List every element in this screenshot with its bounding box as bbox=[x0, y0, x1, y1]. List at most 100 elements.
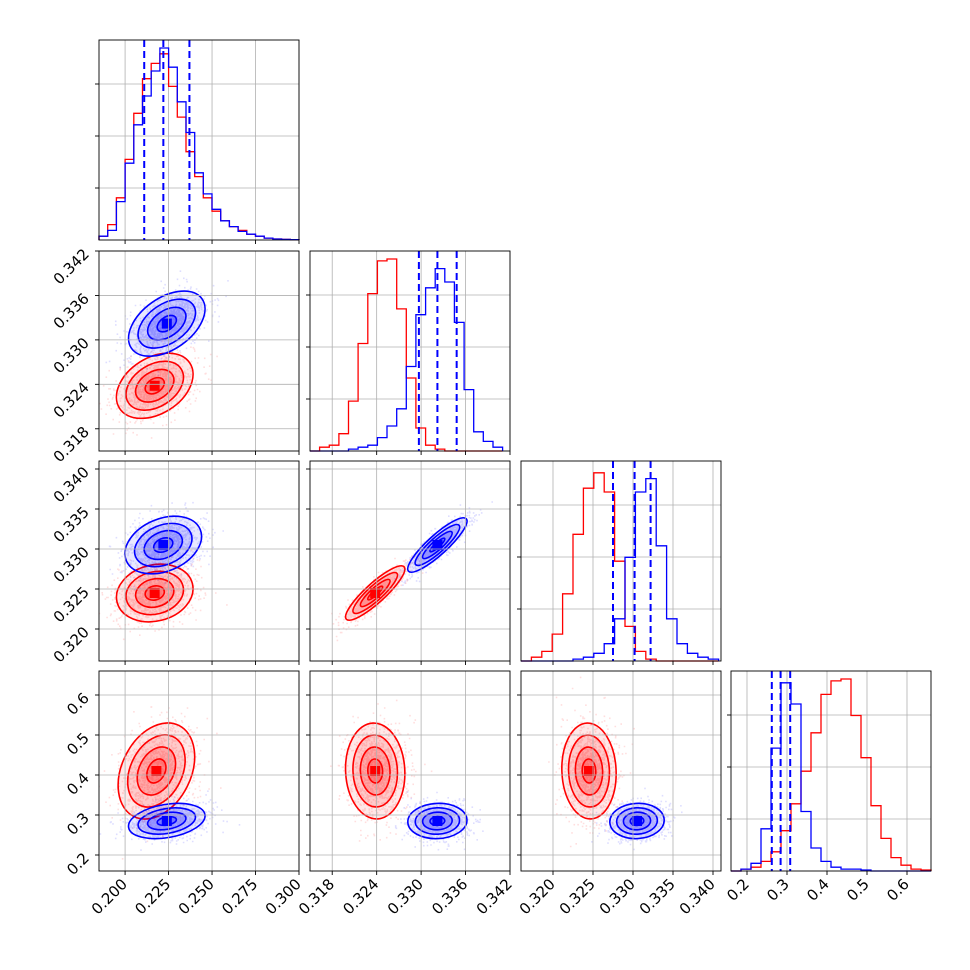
blue-contour bbox=[127, 290, 206, 358]
red-contour bbox=[352, 571, 399, 615]
panel-0-3 bbox=[99, 706, 241, 860]
y-tick-label: 0.318 bbox=[50, 423, 93, 466]
red-samples bbox=[99, 706, 222, 860]
red-peak bbox=[149, 380, 160, 391]
blue-contour bbox=[137, 298, 197, 349]
axes-frame bbox=[730, 670, 932, 872]
grid-lines bbox=[99, 250, 300, 451]
axes-frame bbox=[98, 670, 300, 872]
red-contour bbox=[115, 352, 194, 420]
grid-lines bbox=[731, 671, 931, 871]
red-samples bbox=[99, 339, 218, 439]
x-tick-label: 0.275 bbox=[218, 875, 261, 918]
grid-lines bbox=[310, 671, 511, 871]
red-contour bbox=[344, 722, 406, 820]
x-tick-label: 0.330 bbox=[384, 875, 427, 918]
x-tick-label: 0.250 bbox=[175, 875, 218, 918]
y-tick-label: 0.3 bbox=[63, 809, 93, 839]
y-tick-label: 0.320 bbox=[50, 623, 93, 666]
red-histogram bbox=[731, 678, 932, 872]
blue-contour bbox=[421, 811, 453, 831]
red-contour bbox=[125, 360, 185, 412]
axes-frame bbox=[309, 670, 511, 872]
panel-1-3 bbox=[330, 699, 484, 851]
y-tick-label: 0.325 bbox=[50, 583, 93, 626]
x-tick-label: 0.330 bbox=[596, 875, 639, 918]
y-tick-label: 0.335 bbox=[50, 503, 93, 546]
y-tick-label: 0.336 bbox=[50, 290, 93, 333]
x-tick-label: 0.340 bbox=[676, 875, 719, 918]
grid-lines bbox=[99, 40, 300, 240]
x-tick-label: 0.2 bbox=[723, 875, 753, 905]
x-tick-label: 0.324 bbox=[339, 875, 382, 918]
blue-samples bbox=[105, 270, 229, 376]
panel-0-2 bbox=[99, 501, 228, 641]
red-contour bbox=[126, 734, 186, 808]
blue-contour bbox=[414, 523, 461, 567]
red-samples bbox=[330, 699, 433, 842]
x-tick-label: 0.200 bbox=[88, 875, 131, 918]
blue-contour bbox=[429, 815, 446, 827]
grid-lines bbox=[310, 251, 511, 451]
x-tick-label: 0.342 bbox=[473, 875, 516, 918]
axes-frame bbox=[98, 39, 300, 241]
axes-frame bbox=[98, 460, 300, 662]
y-tick-label: 0.342 bbox=[50, 245, 93, 288]
blue-peak bbox=[432, 540, 443, 550]
grid-lines bbox=[99, 671, 300, 871]
blue-contour bbox=[615, 806, 659, 836]
x-tick-label: 0.3 bbox=[763, 875, 793, 905]
panel-1-2 bbox=[331, 501, 493, 642]
y-tick-label: 0.2 bbox=[63, 849, 93, 879]
red-histogram bbox=[521, 472, 719, 662]
x-tick-label: 0.336 bbox=[428, 875, 471, 918]
red-samples bbox=[548, 676, 635, 848]
axes-frame bbox=[520, 670, 722, 872]
blue-contour bbox=[629, 815, 645, 827]
x-tick-label: 0.300 bbox=[262, 875, 305, 918]
red-contour bbox=[134, 368, 175, 403]
x-tick-label: 0.6 bbox=[883, 875, 913, 905]
red-contour bbox=[134, 577, 175, 609]
blue-samples bbox=[108, 501, 224, 592]
grid-lines bbox=[99, 461, 300, 661]
x-tick-label: 0.320 bbox=[516, 875, 559, 918]
y-tick-label: 0.330 bbox=[50, 543, 93, 586]
red-contour bbox=[125, 570, 185, 616]
blue-histogram bbox=[731, 682, 931, 872]
x-tick-label: 0.4 bbox=[803, 875, 833, 905]
blue-contour bbox=[429, 537, 446, 553]
red-contour bbox=[144, 585, 166, 601]
axes-frame bbox=[98, 250, 300, 452]
red-peak bbox=[584, 766, 594, 776]
blue-peak bbox=[161, 318, 172, 329]
x-tick-label: 0.335 bbox=[636, 875, 679, 918]
red-contour bbox=[344, 565, 406, 621]
blue-contour bbox=[146, 811, 187, 831]
blue-contour bbox=[127, 802, 206, 840]
blue-histogram bbox=[521, 477, 720, 662]
red-contour bbox=[366, 758, 384, 784]
blue-contour bbox=[622, 811, 652, 831]
y-tick-label: 0.324 bbox=[50, 378, 93, 421]
blue-contour bbox=[133, 522, 193, 568]
y-tick-label: 0.330 bbox=[50, 334, 93, 377]
red-contour bbox=[581, 758, 597, 784]
blue-contour bbox=[406, 517, 468, 573]
red-contour bbox=[561, 722, 617, 820]
axes-frame bbox=[309, 460, 511, 662]
blue-histogram bbox=[98, 47, 300, 241]
panel-2-3 bbox=[548, 676, 683, 851]
red-contour bbox=[144, 376, 166, 395]
blue-peak bbox=[158, 540, 169, 550]
red-contour bbox=[574, 746, 604, 796]
red-histogram bbox=[98, 53, 300, 241]
red-peak bbox=[151, 766, 162, 776]
y-tick-label: 0.5 bbox=[63, 729, 93, 759]
blue-contour bbox=[156, 815, 178, 827]
red-peak bbox=[370, 588, 381, 598]
y-tick-label: 0.340 bbox=[50, 463, 93, 506]
axes-frame bbox=[309, 250, 511, 452]
y-tick-label: 0.6 bbox=[63, 689, 93, 719]
